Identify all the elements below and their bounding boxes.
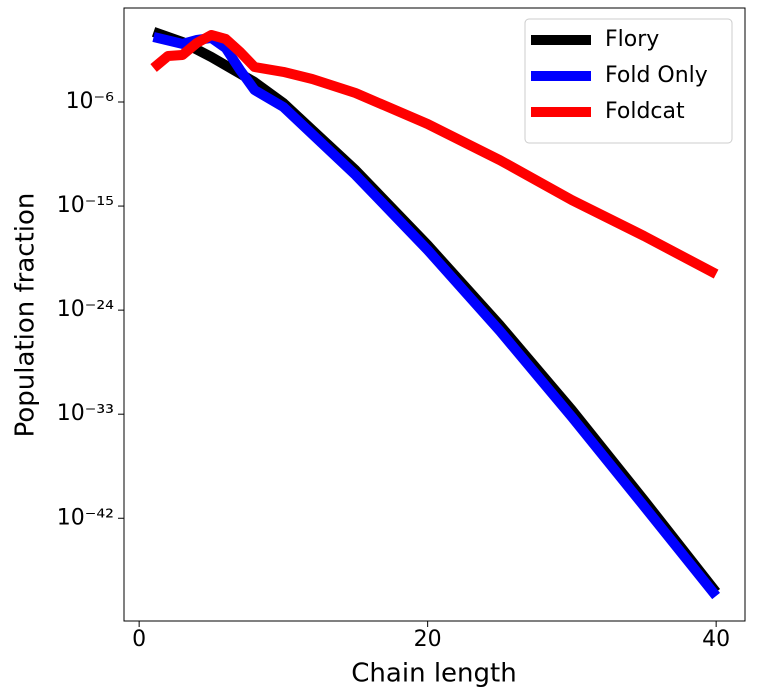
y-tick-label: 10⁻¹⁵ [57,193,114,218]
x-tick-label: 20 [414,627,442,652]
legend-label: Flory [605,27,659,52]
y-tick-label: 10⁻⁶ [66,89,115,114]
legend-label: Fold Only [605,63,708,88]
plot-frame [123,7,746,622]
legend-label: Foldcat [605,99,685,124]
x-tick-label: 40 [702,627,730,652]
y-tick-label: 10⁻⁴² [57,505,114,530]
y-axis-label: Population fraction [11,193,41,438]
y-tick-label: 10⁻³³ [57,401,114,426]
series-line [150,30,719,279]
x-tick-label: 0 [132,627,146,652]
x-axis-label: Chain length [351,659,516,689]
y-tick-label: 10⁻²⁴ [57,297,114,322]
